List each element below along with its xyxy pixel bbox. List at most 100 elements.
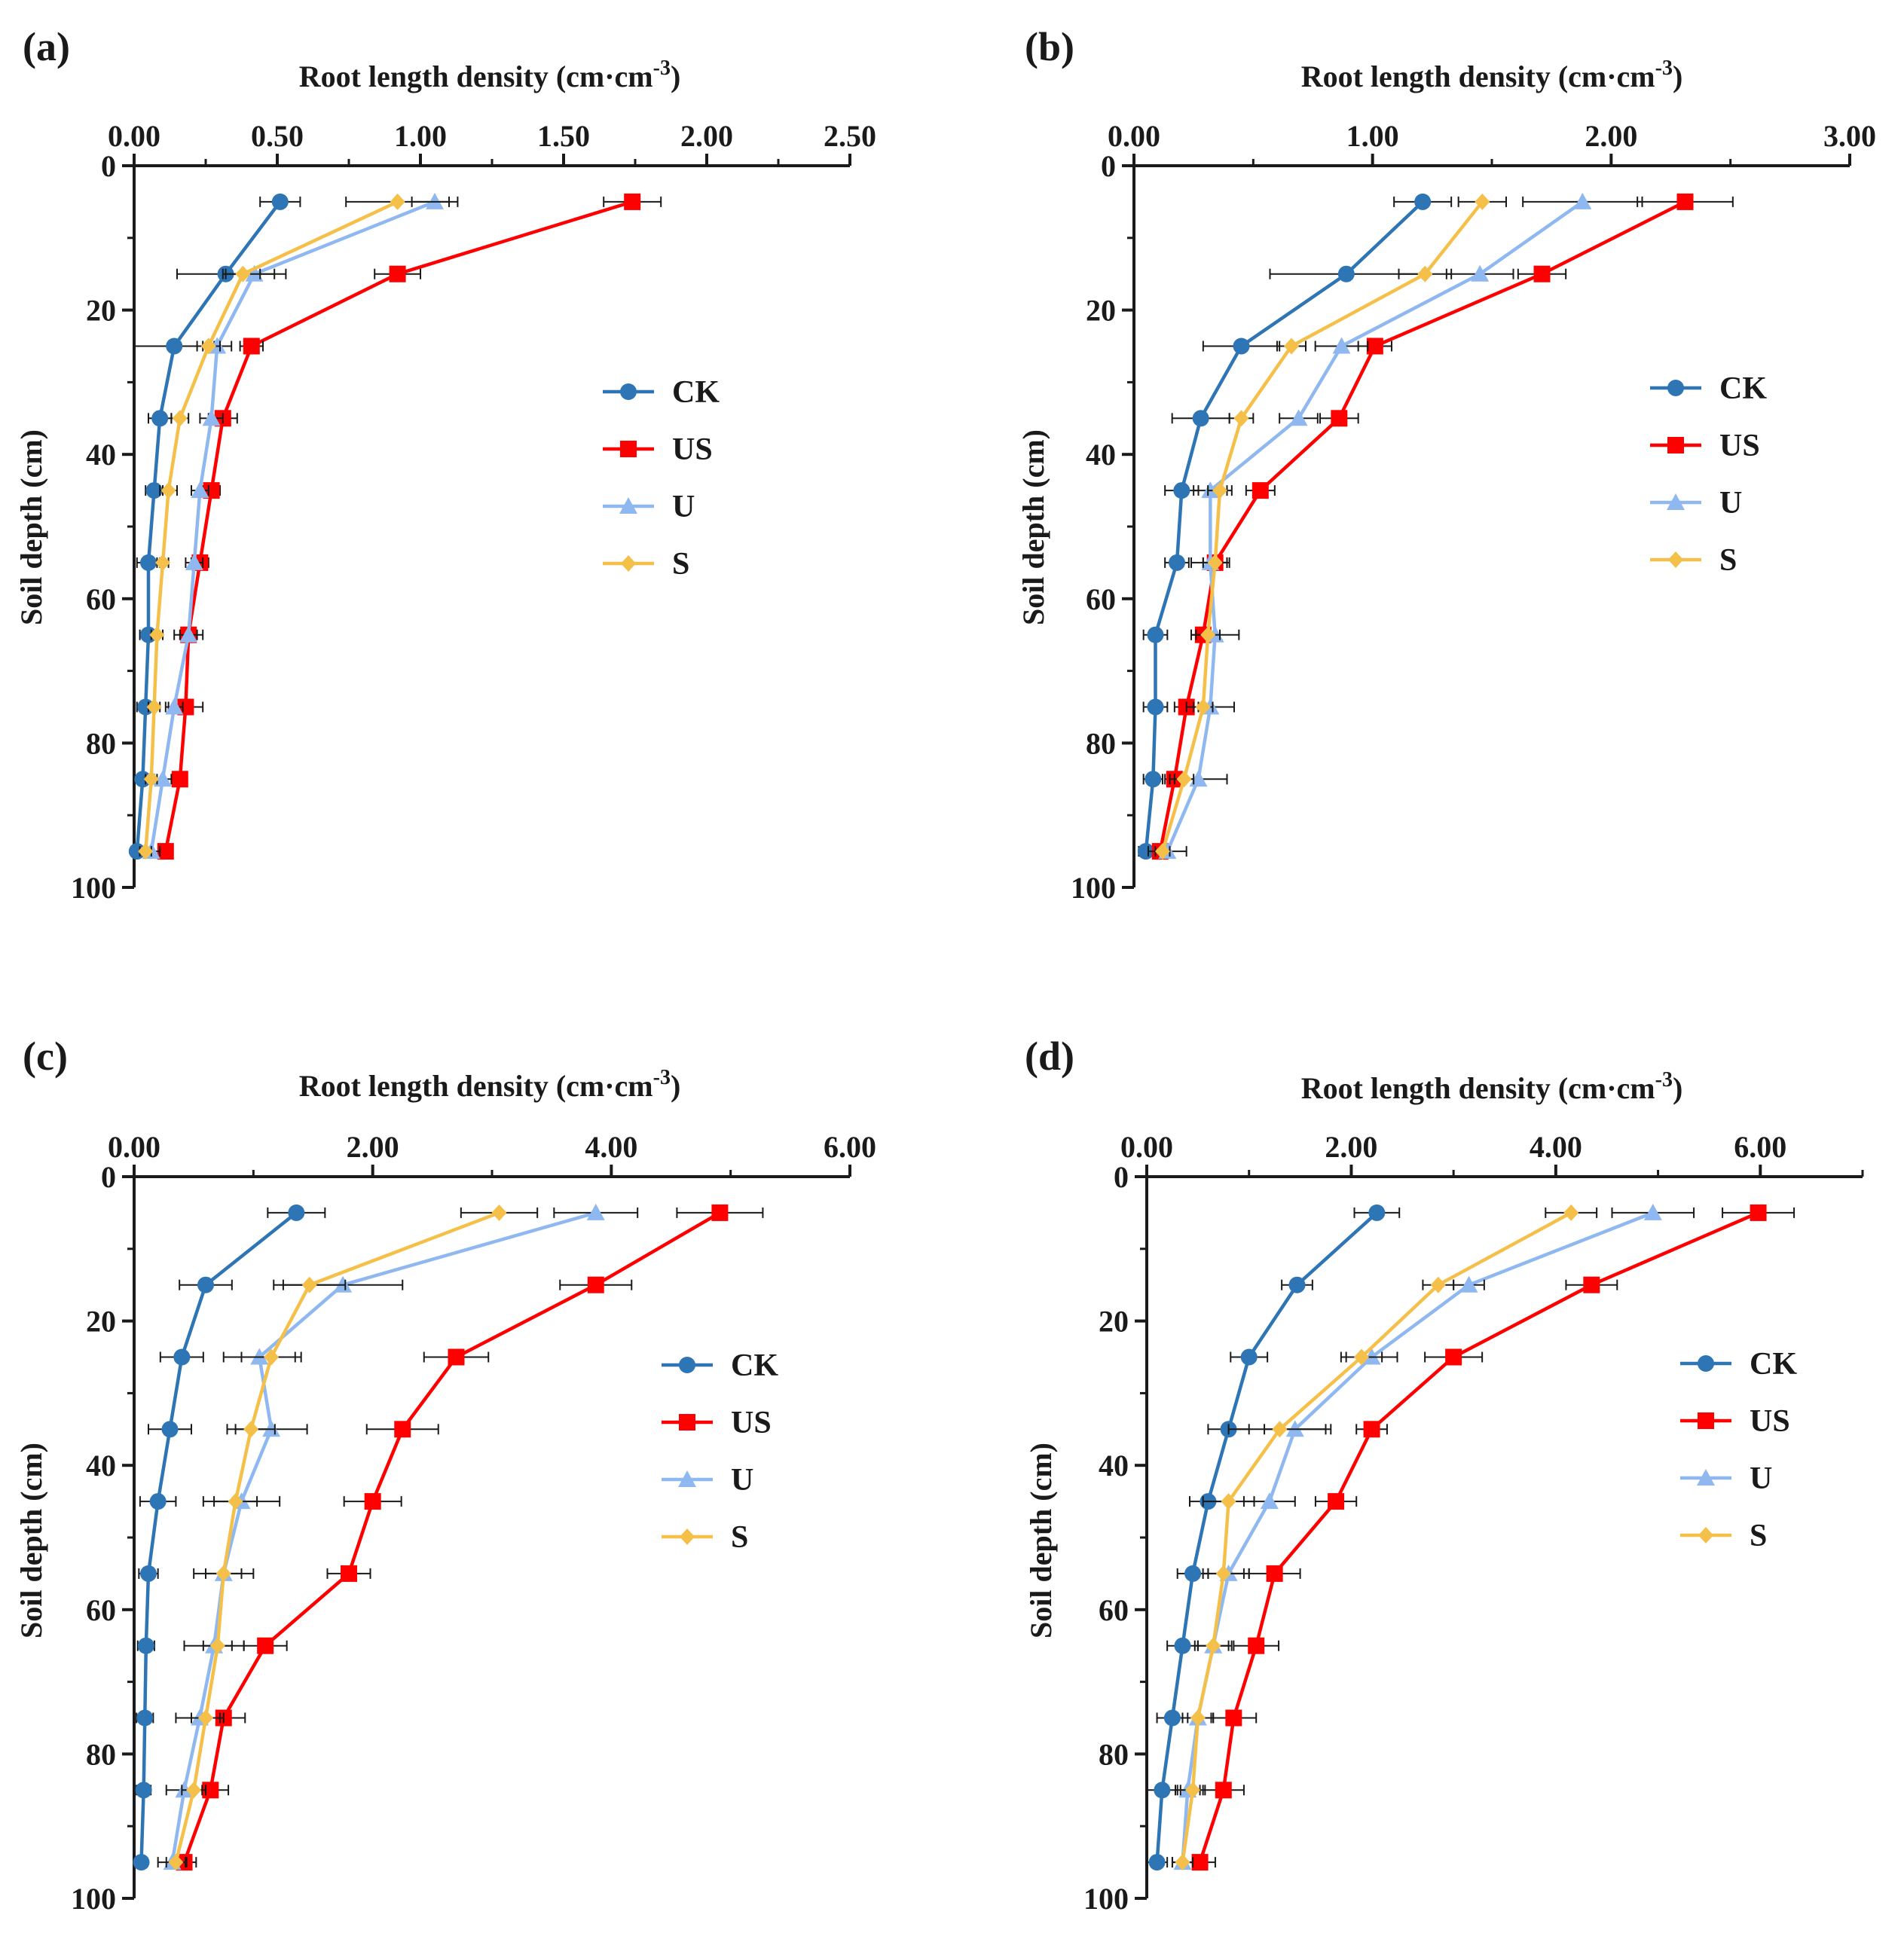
series-u [1171,1203,1695,1870]
y-tick-label: 20 [86,1305,116,1339]
legend-marker-ck [1698,1355,1714,1372]
x-tick-label: 6.00 [1734,1130,1786,1164]
series-us-line [164,200,633,852]
legend-marker-u [678,1470,696,1487]
series-ck-point [1163,1709,1181,1727]
legend-label: US [1750,1404,1790,1439]
series-u-point [1332,337,1351,354]
series-ck-line [1144,200,1424,852]
series-u-point [191,481,209,499]
series-us-point [203,482,220,499]
series-s [1171,1204,1598,1871]
series-us-point [1363,1421,1380,1438]
series-s-point [390,193,405,210]
series-ck-point [1288,1276,1306,1293]
legend-marker-us [1667,437,1684,453]
series-us-point [448,1348,465,1366]
y-tick-label: 100 [71,871,116,905]
series-ck-point [140,626,157,643]
x-tick-label: 0.00 [108,119,160,153]
y-tick-label: 20 [86,294,116,328]
legend: CK US US [1680,1347,1797,1553]
series-ck-point [1240,1348,1258,1366]
series-ck-point [173,1348,191,1366]
series-s [1154,193,1507,860]
series-us-point [389,265,406,282]
series-us-point [364,1493,381,1510]
series-ck-point [1233,337,1250,355]
x-tick-label: 2.00 [347,1130,399,1164]
y-tick-label: 80 [1099,1737,1129,1771]
series-ck-point [197,1276,214,1293]
series-s-point [1215,1565,1231,1582]
y-tick-label: 60 [1086,582,1116,616]
panel-label: (b) [1025,24,1074,69]
series-s-point [1206,1637,1221,1654]
panel-a: (a) Root length density (cm·cm-3) Soil dep… [14,24,876,905]
legend-label: S [672,547,689,582]
series-u-point [1289,409,1308,426]
series-ck-point [140,1565,157,1582]
series-ck-point [1192,410,1209,427]
series-u-point [202,409,221,426]
series-ck-point [151,410,169,427]
panel-label: (a) [23,24,70,69]
y-tick-label: 100 [1083,1882,1129,1916]
series-u-point [1459,1275,1478,1293]
y-tick-label: 60 [86,582,116,616]
series-us-point [171,771,188,788]
series-s-line [174,1211,500,1863]
legend: CK US US [603,375,720,582]
x-tick-label: 4.00 [585,1130,637,1164]
series-ck-point [149,1493,167,1510]
series-ck-point [1148,1854,1166,1871]
series-s-point [1430,1276,1446,1293]
series-us-point [1366,337,1383,355]
series-s-point [491,1204,507,1221]
y-tick-label: 40 [1099,1449,1129,1483]
series-s-point [215,1565,231,1582]
series-ck-point [137,698,154,716]
x-tick-label: 1.50 [537,119,590,153]
series-ck [128,193,301,860]
series-ck-point [134,771,151,788]
series-us-point [257,1637,274,1654]
legend-marker-s [1668,551,1683,568]
series-s-line [1160,200,1484,852]
y-axis-title: Soil depth (cm) [1024,1443,1058,1638]
series-u [142,192,459,860]
panel-c: (c) Root length density (cm·cm-3) Soil dep… [14,1034,876,1916]
legend-label: U [1719,486,1742,521]
y-tick-label: 40 [86,438,116,472]
series-ck-point [1154,1782,1171,1799]
series-us-point [1533,265,1551,282]
series-us-line [1158,200,1686,852]
series-s-line [143,200,399,852]
series-us-point [1252,482,1269,499]
series-s-point [1284,337,1299,355]
legend-marker-ck [620,383,637,400]
series-us [1184,1204,1796,1871]
x-tick-label: 0.00 [108,1130,160,1164]
series-us-line [182,1211,721,1863]
y-axis-title: Soil depth (cm) [14,1443,48,1638]
legend-label: U [731,1463,753,1498]
series-u [1148,192,1643,860]
series-s-point [1175,1854,1190,1871]
series-us-point [1248,1637,1265,1654]
x-tick-label: 2.00 [1585,119,1637,153]
series-ck-point [145,482,163,499]
legend-marker-us [620,441,637,457]
x-tick-label: 4.00 [1530,1130,1582,1164]
series-ck-point [128,843,145,860]
legend-label: U [1750,1461,1772,1496]
series-u-point [1573,192,1592,209]
series-ck-line [1155,1211,1378,1863]
x-axis-title: Root length density (cm·cm-3) [1301,56,1683,93]
series-s-point [172,410,188,427]
series-ck-point [166,337,183,355]
legend-marker-s [1698,1527,1713,1544]
series-s-point [155,554,170,571]
y-tick-label: 0 [1101,149,1116,183]
series-u-line [170,1211,597,1863]
